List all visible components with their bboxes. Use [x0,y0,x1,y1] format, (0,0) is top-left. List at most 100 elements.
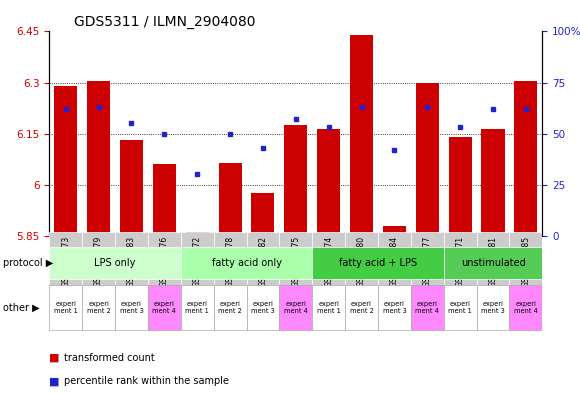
FancyBboxPatch shape [345,232,378,307]
FancyBboxPatch shape [411,232,444,307]
FancyBboxPatch shape [213,285,246,330]
FancyBboxPatch shape [246,285,280,330]
Text: percentile rank within the sample: percentile rank within the sample [64,376,229,386]
FancyBboxPatch shape [345,285,378,330]
Text: GSM1034583: GSM1034583 [127,235,136,287]
Bar [186,232,209,236]
Text: experi
ment 3: experi ment 3 [251,301,275,314]
Text: fatty acid + LPS: fatty acid + LPS [339,258,417,268]
FancyBboxPatch shape [509,232,542,307]
Text: GSM1034573: GSM1034573 [61,235,70,287]
Bar [350,35,373,236]
Text: ■: ■ [49,376,63,386]
Text: GSM1034577: GSM1034577 [423,235,432,287]
Bar [317,129,340,236]
Text: protocol ▶: protocol ▶ [3,258,53,268]
Text: experi
ment 3: experi ment 3 [383,301,406,314]
FancyBboxPatch shape [181,232,213,307]
FancyBboxPatch shape [246,232,280,307]
FancyBboxPatch shape [312,285,345,330]
FancyBboxPatch shape [213,236,246,246]
FancyBboxPatch shape [181,236,213,246]
Text: experi
ment 3: experi ment 3 [119,301,143,314]
Text: GSM1034582: GSM1034582 [259,235,267,286]
Text: experi
ment 1: experi ment 1 [186,301,209,314]
Bar [87,81,110,236]
Text: experi
ment 4: experi ment 4 [153,301,176,314]
FancyBboxPatch shape [148,236,181,246]
FancyBboxPatch shape [49,248,181,279]
Bar [514,81,537,236]
Bar [120,140,143,236]
Text: experi
ment 1: experi ment 1 [54,301,78,314]
Text: GSM1034575: GSM1034575 [291,235,300,287]
Text: GSM1034578: GSM1034578 [226,235,234,287]
Text: transformed count: transformed count [64,353,154,363]
Text: experi
ment 2: experi ment 2 [218,301,242,314]
Bar [252,193,274,236]
FancyBboxPatch shape [411,285,444,330]
Text: LPS only: LPS only [95,258,136,268]
Text: experi
ment 1: experi ment 1 [448,301,472,314]
Bar [284,125,307,236]
FancyBboxPatch shape [280,285,312,330]
FancyBboxPatch shape [444,248,542,279]
FancyBboxPatch shape [115,285,148,330]
Bar [449,137,472,236]
Text: experi
ment 4: experi ment 4 [514,301,538,314]
FancyBboxPatch shape [82,232,115,307]
Text: GSM1034571: GSM1034571 [456,235,465,287]
FancyBboxPatch shape [49,232,82,307]
Bar [219,163,241,236]
Bar [55,86,77,236]
FancyBboxPatch shape [378,236,411,246]
FancyBboxPatch shape [411,236,444,246]
Text: experi
ment 4: experi ment 4 [415,301,439,314]
FancyBboxPatch shape [115,236,148,246]
FancyBboxPatch shape [312,248,444,279]
FancyBboxPatch shape [477,232,509,307]
FancyBboxPatch shape [477,236,509,246]
FancyBboxPatch shape [509,285,542,330]
FancyBboxPatch shape [378,232,411,307]
Text: GDS5311 / ILMN_2904080: GDS5311 / ILMN_2904080 [74,15,255,29]
Text: experi
ment 3: experi ment 3 [481,301,505,314]
FancyBboxPatch shape [312,236,345,246]
FancyBboxPatch shape [378,285,411,330]
Text: GSM1034584: GSM1034584 [390,235,399,287]
Text: experi
ment 4: experi ment 4 [284,301,308,314]
Text: unstimulated: unstimulated [461,258,525,268]
FancyBboxPatch shape [477,285,509,330]
Text: GSM1034580: GSM1034580 [357,235,366,287]
Text: GSM1034574: GSM1034574 [324,235,333,287]
Text: GSM1034572: GSM1034572 [193,235,202,287]
FancyBboxPatch shape [345,236,378,246]
Bar [153,164,176,236]
FancyBboxPatch shape [444,236,477,246]
FancyBboxPatch shape [148,285,181,330]
FancyBboxPatch shape [444,232,477,307]
FancyBboxPatch shape [246,236,280,246]
FancyBboxPatch shape [444,285,477,330]
FancyBboxPatch shape [181,248,312,279]
FancyBboxPatch shape [115,232,148,307]
Text: ■: ■ [49,353,63,363]
Bar [416,83,439,236]
FancyBboxPatch shape [509,236,542,246]
Text: GSM1034579: GSM1034579 [94,235,103,287]
FancyBboxPatch shape [148,232,181,307]
FancyBboxPatch shape [82,285,115,330]
Bar [383,226,406,236]
Bar [481,129,505,236]
FancyBboxPatch shape [312,232,345,307]
Text: GSM1034581: GSM1034581 [488,235,498,286]
FancyBboxPatch shape [49,285,82,330]
Text: experi
ment 2: experi ment 2 [86,301,111,314]
FancyBboxPatch shape [181,285,213,330]
Text: experi
ment 1: experi ment 1 [317,301,340,314]
FancyBboxPatch shape [280,236,312,246]
FancyBboxPatch shape [82,236,115,246]
Text: other ▶: other ▶ [3,303,39,312]
Text: fatty acid only: fatty acid only [212,258,281,268]
Text: GSM1034585: GSM1034585 [521,235,530,287]
